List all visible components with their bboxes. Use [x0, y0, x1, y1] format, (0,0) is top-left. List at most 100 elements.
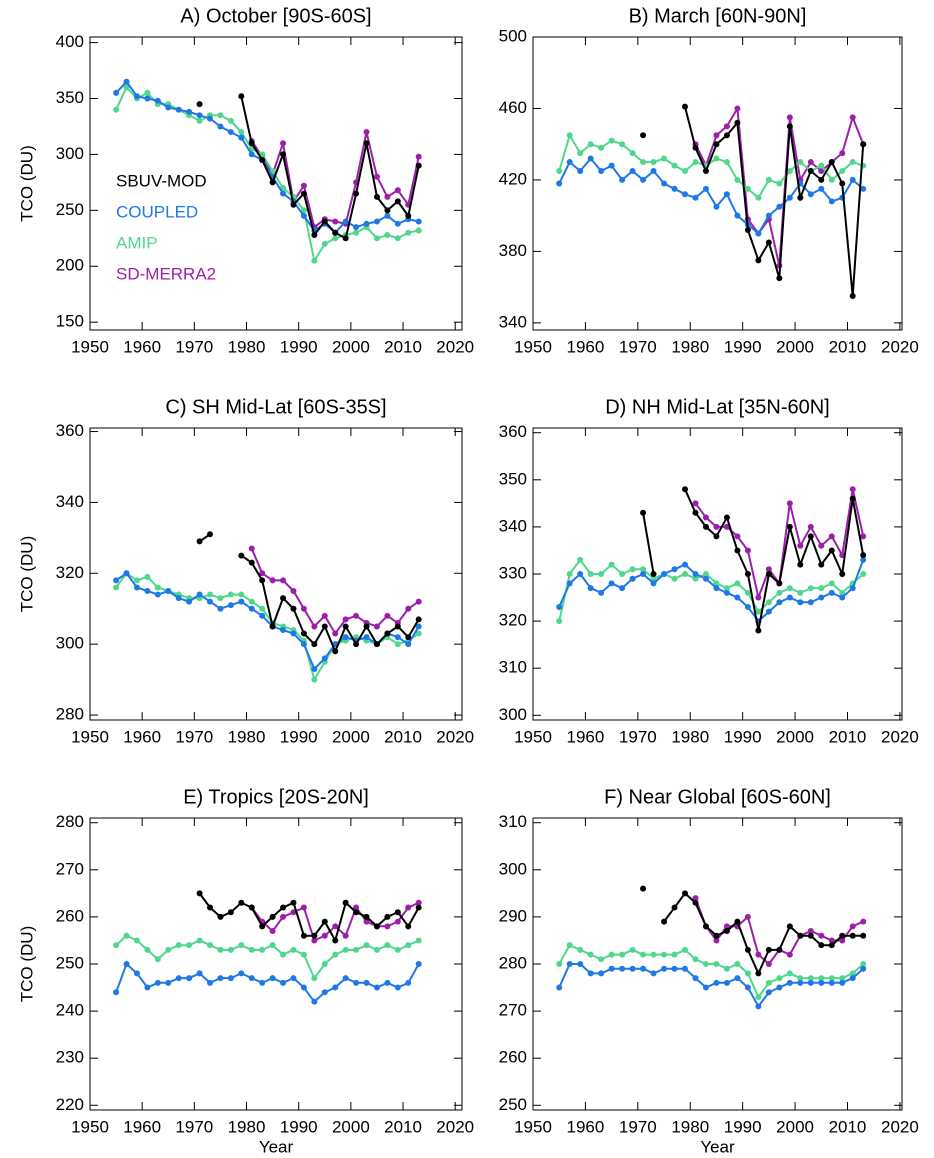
y-tick-label: 360 [56, 421, 84, 440]
series-point [321, 623, 328, 630]
series-point [640, 951, 647, 958]
x-tick-label: 1980 [671, 727, 709, 746]
series-point [311, 231, 318, 238]
series-point [818, 585, 825, 592]
series-point [744, 970, 751, 977]
series-point [734, 594, 741, 601]
series-point [566, 961, 573, 967]
series-point [786, 500, 793, 507]
series-point [342, 634, 349, 641]
series-point [394, 984, 401, 991]
series-point [723, 979, 730, 986]
y-axis-label: TCO (DU) [17, 926, 36, 1002]
x-tick-label: 2010 [829, 337, 867, 356]
series-point [765, 961, 772, 967]
series-point [217, 595, 224, 602]
series-point [217, 913, 224, 920]
series-point [629, 150, 636, 157]
series-point [363, 918, 370, 925]
series-point [619, 141, 626, 148]
series-point [723, 589, 730, 596]
series-point [321, 240, 328, 247]
series-point [227, 946, 234, 953]
series-point [144, 984, 151, 991]
series-point [640, 571, 647, 577]
series-point [300, 904, 307, 911]
series-point [280, 913, 287, 920]
series-point [713, 155, 720, 162]
legend-entry: SD-MERRA2 [116, 264, 216, 283]
series-point [723, 585, 730, 592]
series-point [566, 580, 573, 587]
series-point [415, 218, 422, 225]
series-point [682, 191, 689, 198]
series-point [363, 129, 370, 136]
series-point [608, 162, 615, 169]
series-point [849, 923, 856, 930]
series-point [217, 123, 224, 130]
y-tick-label: 460 [499, 98, 527, 117]
series-point [723, 159, 730, 166]
series-point [744, 571, 751, 577]
series-point [238, 598, 245, 605]
series-point [797, 194, 804, 201]
series-point [839, 150, 846, 157]
y-tick-label: 340 [56, 492, 84, 511]
series-point [608, 137, 615, 144]
series-point [394, 918, 401, 925]
series-point [818, 975, 825, 982]
series-point [734, 580, 741, 587]
series-point [269, 623, 276, 630]
series-point [165, 588, 172, 595]
series-point [556, 167, 563, 174]
series-point [290, 605, 297, 612]
series-point [786, 523, 793, 530]
series-point [353, 612, 360, 619]
series-point [154, 97, 161, 104]
x-tick-label: 1980 [228, 727, 266, 746]
series-point [165, 979, 172, 986]
series-point [405, 923, 412, 930]
series-point [786, 970, 793, 977]
series-point [415, 899, 422, 906]
series-point [207, 979, 213, 986]
y-tick-label: 300 [56, 144, 84, 163]
series-point [640, 885, 647, 892]
series-point [828, 979, 835, 986]
series-point [702, 575, 709, 582]
panel-title: B) March [60N-90N] [629, 5, 807, 27]
series-point [744, 226, 751, 233]
series-point [384, 979, 391, 986]
series-point [776, 984, 783, 991]
series-point [113, 577, 120, 584]
series-point [373, 641, 380, 648]
series-point [290, 201, 297, 208]
series-point [807, 932, 814, 939]
x-tick-label: 1960 [567, 1117, 605, 1136]
series-line [558, 559, 865, 623]
series-point [196, 101, 203, 108]
series-point [353, 641, 360, 648]
series-point [227, 117, 234, 124]
series-point [702, 185, 709, 192]
series-point [300, 932, 307, 939]
series-point [682, 571, 689, 577]
series-point [123, 78, 130, 85]
series-point [373, 193, 380, 200]
y-tick-label: 260 [499, 1048, 527, 1067]
x-tick-label: 2010 [829, 727, 867, 746]
series-point [186, 108, 193, 115]
series-point [765, 176, 772, 183]
series-point [786, 194, 793, 201]
series-point [587, 970, 594, 977]
series-point [598, 571, 605, 577]
series-point [311, 998, 318, 1005]
y-tick-label: 250 [56, 953, 84, 972]
x-tick-label: 2000 [332, 1117, 370, 1136]
series-point [828, 198, 835, 205]
series-point [154, 584, 161, 591]
series-point [860, 965, 867, 972]
series-point [227, 129, 234, 136]
panel-title: F) Near Global [60S-60N] [604, 786, 831, 808]
series-point [186, 942, 193, 949]
